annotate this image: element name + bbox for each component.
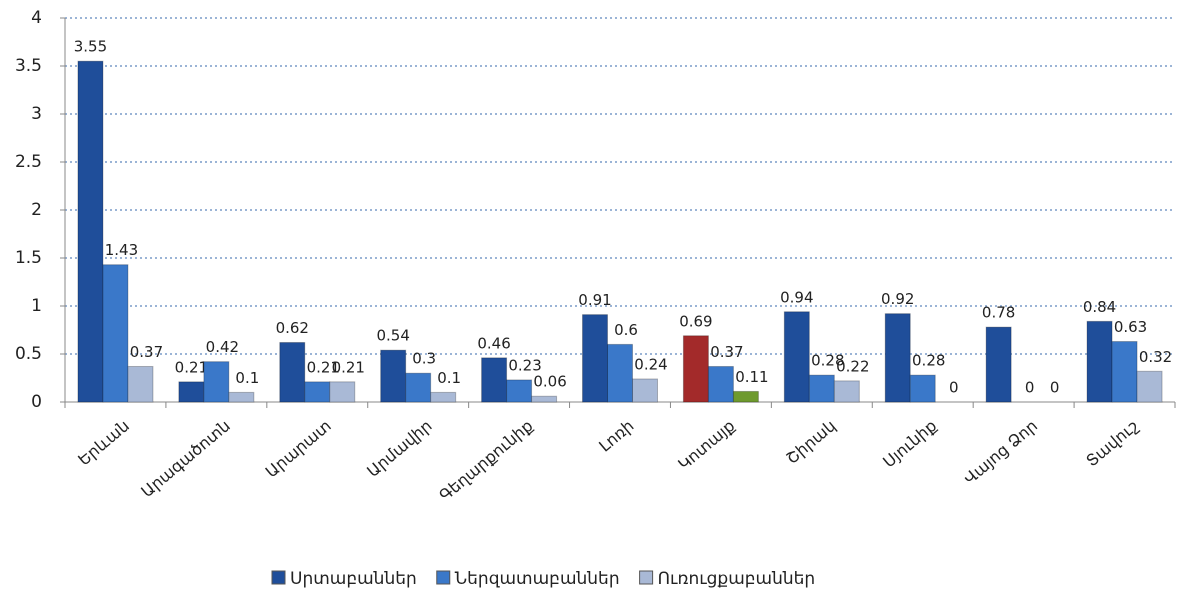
bar xyxy=(329,381,356,403)
x-tick-label: Լոռի xyxy=(595,416,637,456)
data-label: 0 xyxy=(1025,379,1035,397)
data-label: 0 xyxy=(949,379,959,397)
data-label: 0.78 xyxy=(982,304,1015,322)
x-tick-label: Շիրակ xyxy=(783,416,840,468)
bar xyxy=(884,313,911,403)
bar xyxy=(304,381,331,403)
bar xyxy=(783,311,810,403)
y-tick-label: 0.5 xyxy=(15,344,42,364)
data-label: 0 xyxy=(1050,379,1060,397)
bar xyxy=(481,357,508,403)
bar xyxy=(632,378,658,403)
bar xyxy=(430,391,457,403)
bar xyxy=(380,349,407,403)
y-tick-label: 3 xyxy=(31,104,42,124)
x-tick-label: Վայոց Ձոր xyxy=(960,416,1041,488)
legend-swatch xyxy=(639,570,654,585)
data-label: 0.54 xyxy=(376,327,409,345)
bar xyxy=(808,374,835,403)
y-tick-label: 2.5 xyxy=(15,152,42,172)
data-label: 0.23 xyxy=(508,356,541,374)
y-tick-label: 3.5 xyxy=(15,56,42,76)
x-tick-label: Գեղարքունիք xyxy=(436,416,537,505)
data-label: 0.06 xyxy=(533,373,566,391)
x-tick-label: Արմավիր xyxy=(363,416,435,481)
data-label: 0.91 xyxy=(578,291,611,309)
data-label: 1.43 xyxy=(105,241,138,259)
bar xyxy=(279,341,306,403)
legend-swatch xyxy=(271,570,286,585)
data-label: 3.55 xyxy=(74,38,107,56)
x-tick-label: Կոտայք xyxy=(674,416,738,474)
data-label: 0.84 xyxy=(1083,298,1116,316)
data-label: 0.63 xyxy=(1114,318,1147,336)
x-tick-label: Արարատ xyxy=(262,416,335,482)
bar xyxy=(582,314,608,403)
x-tick-label: Սյունիք xyxy=(879,416,940,471)
bar xyxy=(833,380,860,403)
data-label: 0.62 xyxy=(276,319,309,337)
x-tick-label: Արագածոտն xyxy=(137,416,233,501)
legend-label: Ներզատաբաններ xyxy=(455,569,620,589)
legend-label: Ուռուցքաբաններ xyxy=(658,569,816,589)
data-label: 0.1 xyxy=(437,369,461,387)
data-label: 0.28 xyxy=(912,352,945,370)
data-label: 0.11 xyxy=(735,368,768,386)
x-tick-label: Երևան xyxy=(74,416,133,469)
bar xyxy=(607,343,633,403)
y-tick-label: 2 xyxy=(31,200,42,220)
data-label: 0.37 xyxy=(130,343,163,361)
legend-label: Սրտաբաններ xyxy=(290,569,417,589)
x-tick-label: Տավուշ xyxy=(1082,416,1142,470)
data-label: 0.92 xyxy=(881,290,914,308)
y-tick-label: 4 xyxy=(31,8,42,28)
bar xyxy=(228,391,255,403)
data-label: 0.1 xyxy=(235,369,259,387)
data-label: 0.42 xyxy=(206,338,239,356)
data-label: 0.69 xyxy=(679,312,712,330)
bar xyxy=(1136,370,1163,403)
data-label: 0.46 xyxy=(477,334,510,352)
data-label: 0.32 xyxy=(1139,348,1172,366)
bar xyxy=(127,365,154,403)
bar xyxy=(985,326,1012,403)
bar xyxy=(909,374,936,403)
bar xyxy=(405,372,432,403)
bar xyxy=(732,390,759,403)
bar xyxy=(178,381,205,403)
data-label: 0.21 xyxy=(175,358,208,376)
bar xyxy=(77,60,104,403)
data-label: 0.28 xyxy=(811,352,844,370)
data-label: 0.22 xyxy=(836,357,869,375)
bar xyxy=(102,264,129,403)
bar xyxy=(203,361,230,403)
bar xyxy=(531,395,558,403)
bar xyxy=(506,379,533,403)
bar xyxy=(707,365,734,403)
data-label: 0.6 xyxy=(614,321,638,339)
y-tick-label: 1 xyxy=(31,296,42,316)
bar xyxy=(1111,341,1138,403)
data-label: 0.3 xyxy=(412,350,436,368)
data-label: 0.37 xyxy=(710,343,743,361)
data-label: 0.94 xyxy=(780,288,813,306)
y-tick-label: 1.5 xyxy=(15,248,42,268)
legend-swatch xyxy=(436,570,451,585)
bar xyxy=(1086,320,1113,403)
data-label: 0.21 xyxy=(307,358,340,376)
y-tick-label: 0 xyxy=(31,392,42,412)
bar xyxy=(682,335,709,403)
data-label: 0.24 xyxy=(634,355,667,373)
data-label: 0.21 xyxy=(332,358,365,376)
